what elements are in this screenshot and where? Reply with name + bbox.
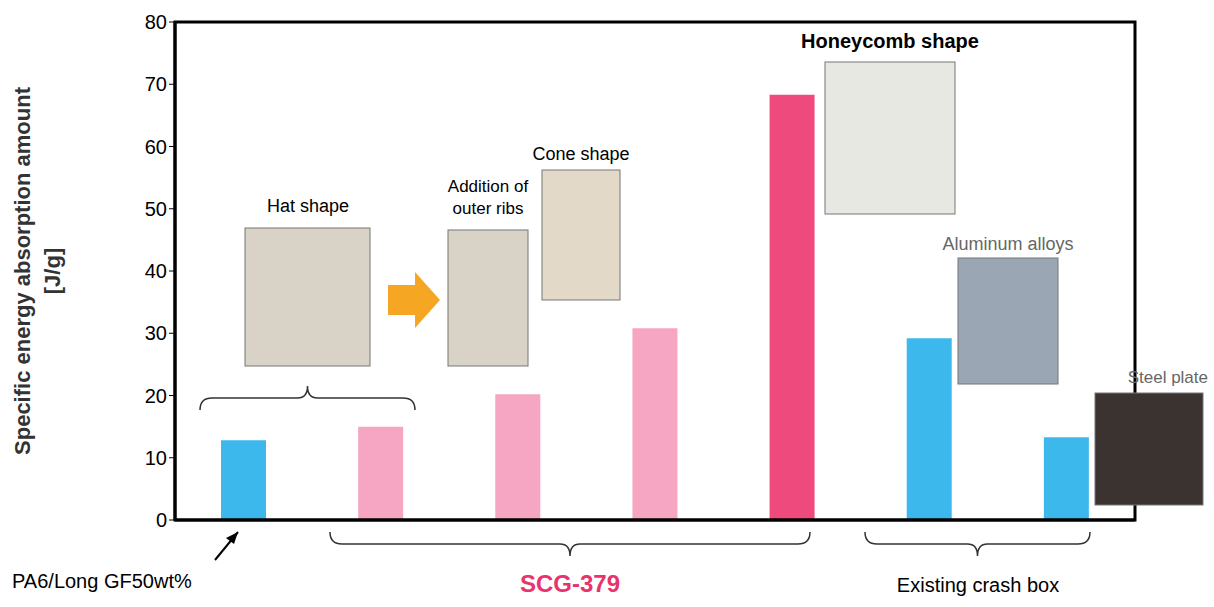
svg-text:30: 30 [145, 322, 167, 344]
svg-text:60: 60 [145, 136, 167, 158]
svg-text:Addition of: Addition of [448, 177, 529, 196]
svg-text:Aluminum alloys: Aluminum alloys [942, 234, 1073, 254]
svg-text:Existing crash box: Existing crash box [897, 574, 1059, 596]
svg-text:PA6/Long GF50wt%: PA6/Long GF50wt% [12, 570, 192, 592]
svg-text:50: 50 [145, 198, 167, 220]
svg-text:10: 10 [145, 447, 167, 469]
svg-text:outer ribs: outer ribs [453, 199, 524, 218]
svg-text:Steel plate: Steel plate [1128, 368, 1208, 387]
svg-text:[J/g]: [J/g] [40, 248, 65, 294]
svg-text:80: 80 [145, 11, 167, 33]
svg-text:Hat shape: Hat shape [267, 196, 349, 216]
svg-text:40: 40 [145, 260, 167, 282]
svg-text:0: 0 [156, 509, 167, 531]
svg-text:20: 20 [145, 385, 167, 407]
svg-text:Cone shape: Cone shape [532, 144, 629, 164]
svg-text:Honeycomb shape: Honeycomb shape [801, 30, 979, 52]
svg-text:SCG-379: SCG-379 [520, 570, 620, 597]
svg-text:Specific energy absorption amo: Specific energy absorption amount [10, 86, 35, 455]
svg-text:70: 70 [145, 73, 167, 95]
